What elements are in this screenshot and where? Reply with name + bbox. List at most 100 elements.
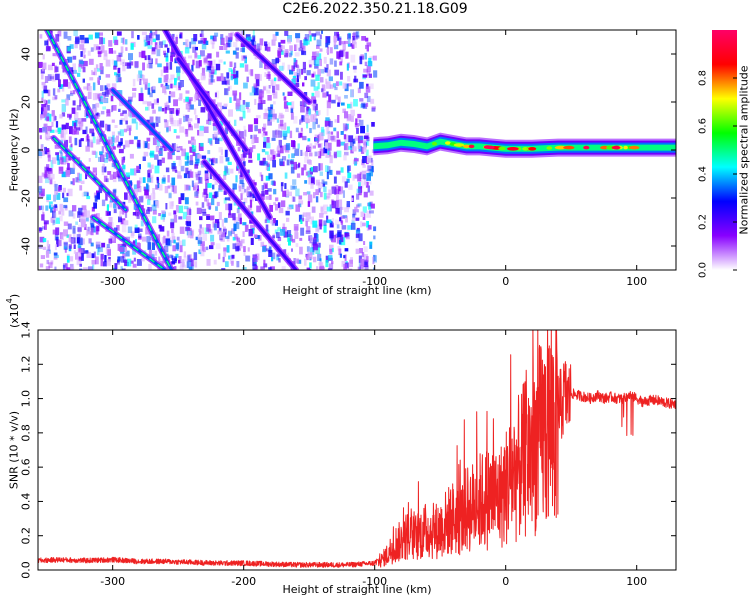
noise-speckle [77,227,82,232]
noise-speckle [52,210,56,218]
noise-speckle [225,261,229,267]
noise-speckle [341,260,345,267]
noise-speckle [242,45,245,53]
noise-speckle [345,234,350,240]
noise-speckle [343,40,349,44]
noise-speckle [150,32,155,39]
noise-speckle [185,114,190,122]
noise-speckle [152,209,157,215]
noise-speckle [336,131,339,139]
noise-speckle [53,252,58,256]
noise-speckle [301,45,306,54]
noise-speckle [331,218,334,225]
noise-speckle [358,182,361,187]
trace-body [176,57,248,152]
noise-speckle [287,91,293,96]
noise-speckle [61,87,65,92]
noise-speckle [316,39,322,47]
noise-speckle [332,83,336,88]
noise-speckle [54,183,58,192]
noise-speckle [327,133,330,141]
noise-speckle [120,138,123,144]
noise-speckle [183,56,187,62]
noise-speckle [179,126,185,133]
noise-speckle [260,100,266,104]
noise-speckle [148,249,152,257]
noise-speckle [321,179,325,184]
noise-speckle [280,200,286,208]
noise-speckle [357,87,361,94]
noise-speckle [312,220,318,228]
noise-speckle [325,142,329,149]
noise-speckle [295,33,301,39]
noise-speckle [260,161,265,166]
noise-speckle [92,264,95,270]
noise-speckle [297,259,302,264]
noise-speckle [182,211,188,220]
noise-speckle [176,236,180,241]
noise-speckle [55,152,59,156]
noise-speckle [348,43,353,47]
noise-speckle [294,44,297,51]
noise-speckle [133,168,137,176]
noise-speckle [88,86,92,92]
noise-speckle [155,34,160,41]
noise-speckle [347,33,351,40]
noise-speckle [290,101,295,109]
noise-speckle [321,88,324,93]
noise-speckle [83,209,87,217]
noise-speckle [185,96,189,102]
noise-speckle [162,217,165,222]
noise-speckle [104,89,109,97]
diagonal-trace-7 [201,159,300,270]
noise-speckle [360,125,365,134]
noise-speckle [195,46,198,51]
noise-speckle [191,142,194,148]
noise-speckle [240,239,245,244]
noise-speckle [321,267,325,270]
noise-speckle [302,82,305,87]
noise-speckle [276,118,280,123]
noise-speckle [96,213,100,221]
noise-speckle [334,60,337,67]
colorbar-tick-label: 0.6 [698,118,709,134]
noise-speckle [295,127,299,133]
noise-speckle [223,174,227,180]
noise-speckle [155,58,158,65]
noise-speckle [146,40,151,46]
noise-speckle [239,179,244,184]
noise-speckle [352,42,357,48]
noise-speckle [132,263,137,268]
noise-speckle [158,256,161,265]
noise-speckle [312,71,316,77]
noise-speckle [119,101,124,107]
noise-speckle [63,204,68,209]
noise-speckle [133,184,139,192]
noise-speckle [106,244,110,248]
noise-speckle [54,190,59,195]
noise-speckle [131,231,135,236]
noise-speckle [155,116,161,123]
noise-speckle [306,246,310,252]
noise-speckle [161,261,165,267]
noise-speckle [156,178,160,184]
noise-speckle [359,119,364,126]
noise-speckle [292,196,296,202]
noise-speckle [138,70,143,79]
noise-speckle [80,219,86,228]
noise-speckle [44,222,47,230]
noise-speckle [118,148,124,154]
noise-speckle [58,170,63,174]
noise-speckle [74,107,77,116]
noise-speckle [176,120,182,127]
noise-speckle [303,39,308,46]
noise-speckle [179,80,184,87]
noise-speckle [287,230,292,238]
noise-speckle [72,63,76,71]
noise-speckle [231,254,235,259]
noise-speckle [147,87,151,95]
noise-speckle [149,176,154,183]
trace-body [111,88,174,152]
noise-speckle [147,104,150,111]
noise-speckle [133,257,136,262]
